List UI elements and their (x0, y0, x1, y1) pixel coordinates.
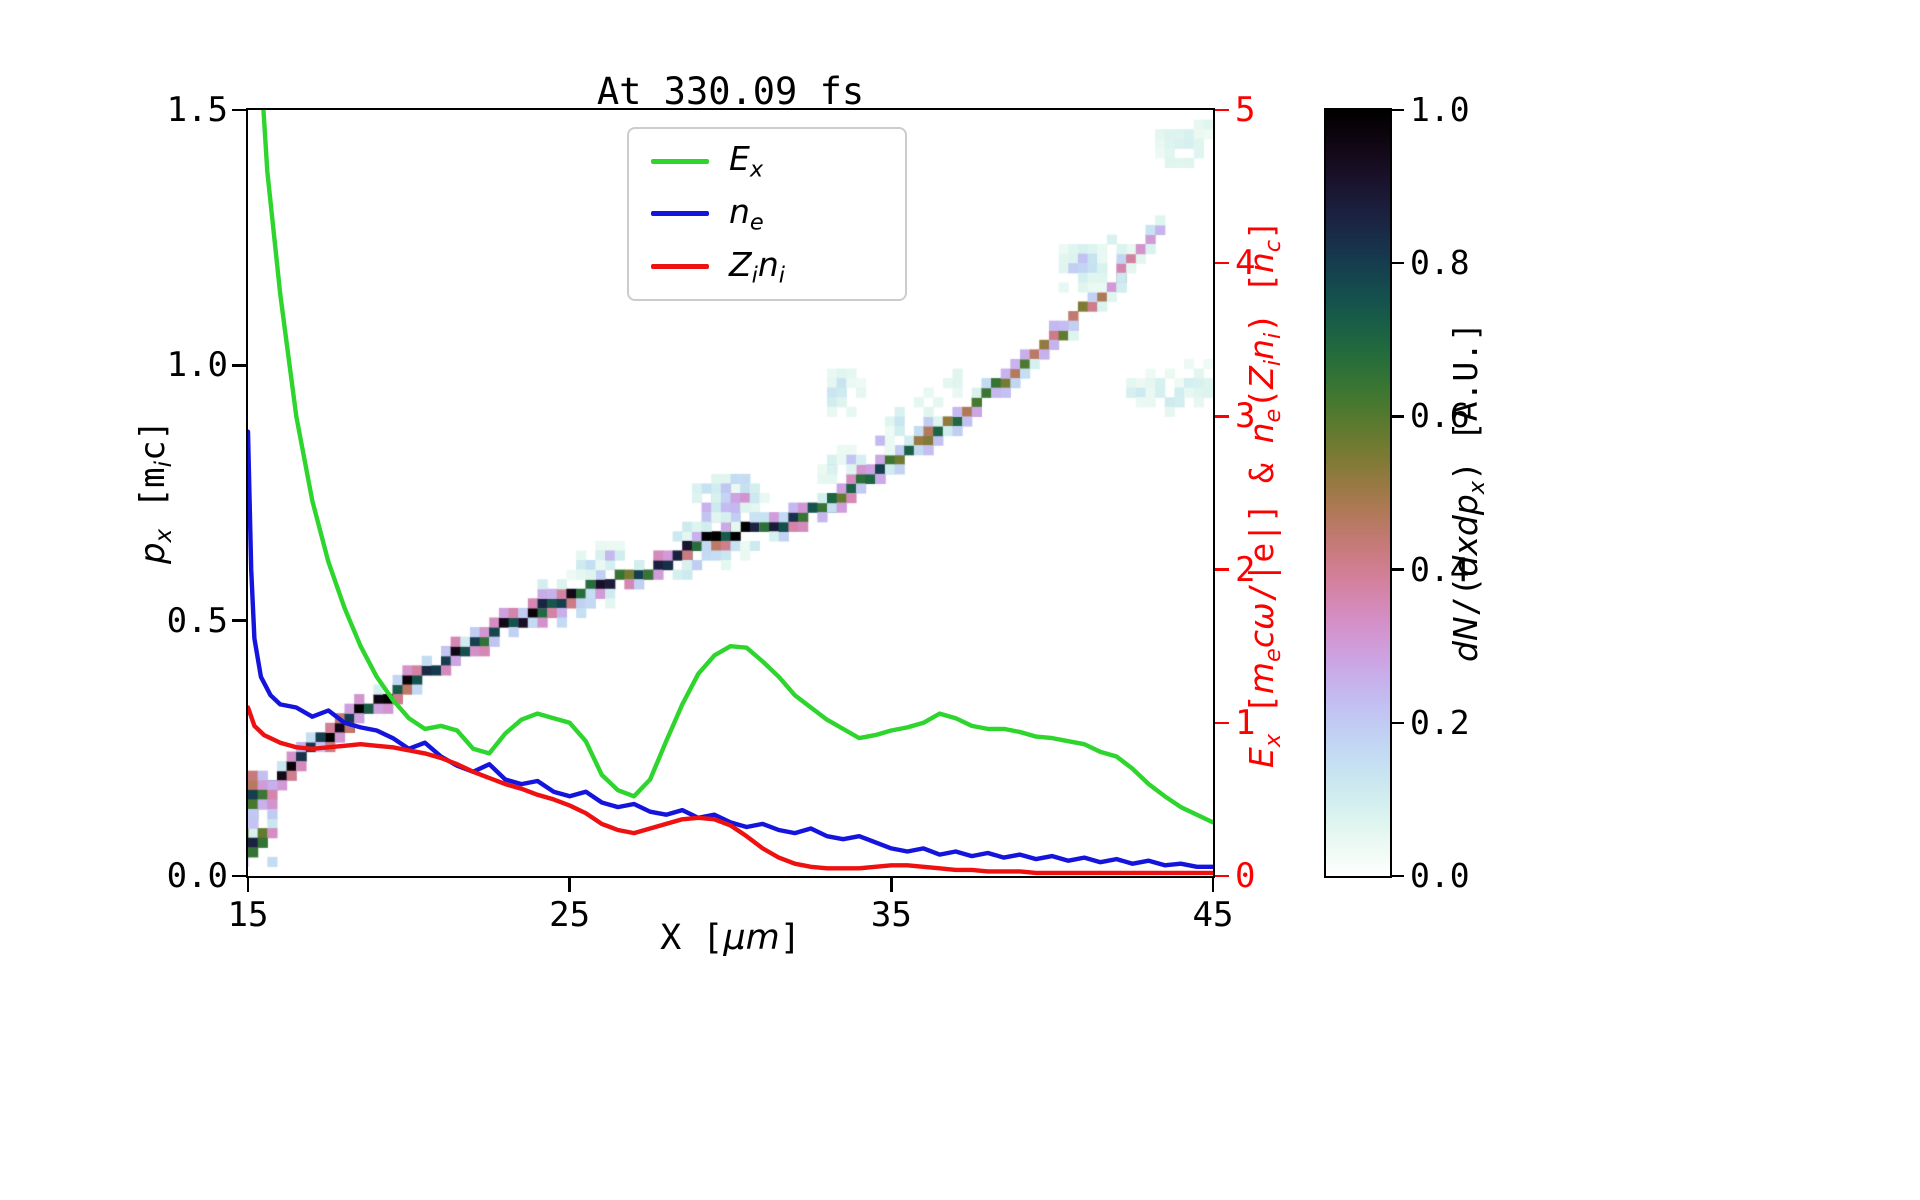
legend-label-zini: Zini (729, 244, 785, 289)
right-y-tick (1215, 261, 1229, 265)
colorbar-tick-label: 0.4 (1410, 549, 1470, 589)
colorbar-tick-label: 0.8 (1410, 243, 1470, 283)
left-y-tick (232, 619, 246, 622)
plot-frame (246, 108, 1215, 878)
left-y-axis-label: px [mic] (133, 419, 177, 565)
left-y-tick-label: 0.0 (166, 856, 228, 896)
colorbar-tick-label: 0.0 (1410, 856, 1470, 895)
curve-zini (248, 705, 1213, 876)
legend-item-ne: ne (629, 192, 905, 236)
right-y-tick (1215, 721, 1229, 725)
x-tick (246, 878, 250, 892)
right-y-tick-label: 5 (1235, 90, 1256, 130)
curve-ne (248, 429, 1213, 869)
right-y-tick-label: 2 (1235, 549, 1256, 590)
colorbar-tick (1392, 874, 1404, 878)
x-tick (1211, 878, 1215, 892)
curve-ex (261, 110, 1213, 825)
right-y-tick (1215, 568, 1229, 571)
legend-item-ex: Ex (629, 139, 905, 183)
colorbar-tick (1392, 721, 1404, 725)
x-axis-label: X [μm] (660, 918, 801, 958)
legend-label-ex: Ex (729, 139, 764, 184)
colorbar-tick (1392, 568, 1404, 571)
legend-line-ex (651, 158, 709, 164)
x-tick-label: 35 (870, 895, 912, 935)
right-y-tick-label: 4 (1235, 243, 1256, 284)
colorbar-tick-label: 1.0 (1410, 90, 1470, 129)
left-y-tick (232, 874, 246, 878)
x-tick-label: 45 (1192, 895, 1234, 935)
right-y-tick (1215, 108, 1229, 112)
colorbar-tick (1392, 261, 1404, 265)
legend: Ex ne Zini (627, 127, 907, 301)
left-y-tick (232, 108, 246, 112)
left-y-tick (232, 364, 246, 367)
right-y-tick-label: 3 (1235, 396, 1256, 437)
colorbar-tick-label: 0.6 (1410, 396, 1470, 436)
x-tick (890, 878, 893, 892)
right-y-tick-label: 1 (1235, 702, 1256, 743)
left-y-tick-label: 1.0 (166, 345, 228, 386)
x-tick-label: 25 (549, 895, 591, 935)
legend-line-ne (651, 211, 709, 217)
right-y-tick (1215, 874, 1229, 878)
colorbar (1326, 110, 1390, 876)
right-y-tick (1215, 415, 1229, 418)
legend-item-zini: Zini (629, 245, 905, 289)
left-y-tick-label: 0.5 (166, 600, 228, 641)
left-y-tick-label: 1.5 (166, 90, 228, 130)
x-tick-label: 15 (227, 895, 269, 935)
colorbar-tick (1392, 415, 1404, 418)
legend-label-ne: ne (729, 192, 764, 236)
colorbar-label: dN/(dxdpx) [A.U.] (1446, 322, 1490, 662)
right-y-axis-label: Ex [mecω/|e|] & ne(Zini) [nc] (1242, 220, 1286, 768)
plot-title: At 330.09 fs (596, 70, 865, 113)
colorbar-tick (1392, 108, 1404, 112)
right-y-tick-label: 0 (1235, 856, 1256, 896)
x-tick (568, 878, 571, 892)
legend-line-zini (651, 264, 709, 270)
colorbar-tick-label: 0.2 (1410, 702, 1470, 742)
colorbar-frame (1324, 108, 1392, 878)
curves-overlay (248, 110, 1213, 876)
